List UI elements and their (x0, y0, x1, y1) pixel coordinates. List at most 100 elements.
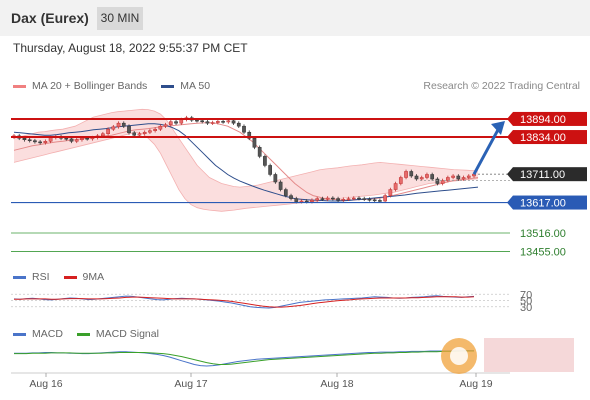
bollinger-band-area (14, 109, 478, 212)
legend-ma20: MA 20 + Bollinger Bands (13, 80, 147, 92)
candle-body (210, 122, 215, 124)
level-tag-current (513, 167, 587, 182)
forecast-arrow-head (491, 120, 505, 135)
candle-body (362, 198, 367, 200)
candle-body (357, 197, 361, 200)
legend-ma50-swatch (161, 84, 175, 88)
legend-macd-label: MACD (32, 328, 63, 340)
level-tag-pointer (507, 111, 513, 126)
forecast-arrow-shaft (472, 127, 501, 175)
candle-body (142, 131, 147, 134)
candle-body (299, 200, 304, 203)
legend-macd-signal-swatch (76, 332, 90, 336)
level-label-resistance: 13834.00 (520, 132, 566, 144)
candle-body (200, 120, 205, 122)
candle-body (278, 181, 283, 190)
macd-signal-line (14, 350, 474, 365)
legend-macd: MACD (13, 328, 63, 340)
chart-datetime: Thursday, August 18, 2022 9:55:37 PM CET (13, 41, 248, 55)
level-label-target: 13455.00 (520, 246, 566, 258)
candle-body (33, 140, 37, 143)
legend-rsi: RSI (13, 271, 50, 283)
legend-rsi-swatch (13, 275, 26, 279)
candle-body (121, 122, 126, 127)
candle-body (132, 132, 137, 136)
candle-body (372, 199, 377, 202)
candle-body (221, 121, 225, 123)
chart-header: Dax (Eurex) 30 MIN (0, 0, 590, 36)
candle-body (247, 131, 252, 139)
candle-body (451, 175, 455, 178)
cngold-watermark-logo (441, 338, 574, 374)
x-axis-tick-label: Aug 17 (174, 378, 207, 390)
candle-body (22, 138, 27, 141)
candle-body (158, 125, 163, 130)
candle-body (378, 200, 382, 202)
candle-body (446, 177, 450, 181)
candle-body (331, 197, 335, 200)
candle-body (273, 174, 278, 183)
candle-body (179, 119, 184, 124)
candle-body (435, 178, 440, 184)
rsi-legend: RSI 9MA (13, 271, 118, 283)
candle-body (38, 141, 42, 144)
candle-body (236, 122, 241, 127)
bollinger-lower-line (13, 131, 479, 212)
candle-body (127, 125, 131, 134)
candle-body (111, 126, 116, 130)
candle-body (414, 175, 419, 180)
candle-body (268, 165, 272, 175)
candle-body (101, 133, 105, 137)
candle-body (205, 121, 210, 124)
legend-macd-signal-label: MACD Signal (95, 328, 159, 340)
candle-body (430, 174, 435, 180)
candle-body (294, 198, 299, 202)
level-label-target: 13516.00 (520, 228, 566, 240)
candle-body (242, 125, 246, 133)
ma50-line (13, 123, 479, 202)
candle-body (148, 130, 152, 133)
rsi-level-label: 50 (520, 296, 532, 308)
candle-body (27, 139, 32, 142)
candle-body (80, 138, 84, 141)
candle-body (231, 120, 236, 124)
candle-body (425, 174, 429, 178)
timeframe-badge[interactable]: 30 MIN (97, 7, 143, 30)
candle-body (419, 177, 424, 180)
candle-body (351, 197, 356, 200)
legend-ma20-swatch (13, 84, 26, 88)
candle-body (168, 121, 173, 125)
x-axis-tick-label: Aug 16 (29, 378, 62, 390)
legend-ma50-label: MA 50 (180, 80, 211, 92)
legend-ma20-label: MA 20 + Bollinger Bands (32, 80, 148, 92)
instrument-title: Dax (Eurex) (11, 10, 89, 26)
candle-body (341, 198, 346, 201)
candle-body (43, 141, 48, 144)
legend-9ma-swatch (63, 275, 77, 279)
rsi-level-label: 30 (520, 302, 532, 314)
candle-body (310, 199, 314, 202)
candle-body (64, 138, 69, 140)
legend-9ma-label: 9MA (82, 271, 105, 283)
level-tag-resistance (513, 130, 587, 145)
level-tag-resistance (513, 111, 587, 126)
candle-body (404, 171, 408, 178)
candle-body (320, 198, 325, 200)
candle-body (336, 198, 340, 201)
level-tag-pointer (507, 195, 513, 210)
candle-body (440, 180, 445, 184)
candle-body (461, 177, 466, 180)
x-axis-tick-label: Aug 18 (320, 378, 353, 390)
candle-body (383, 195, 387, 202)
candle-body (315, 198, 320, 201)
candle-body (257, 147, 262, 157)
candle-body (226, 120, 231, 123)
candle-body (398, 177, 403, 184)
candle-body (137, 133, 142, 136)
rsi-level-label: 70 (520, 289, 532, 301)
candle-body (85, 138, 90, 140)
candle-body (48, 137, 53, 142)
main-legend: MA 20 + Bollinger Bands MA 50 (13, 80, 224, 92)
level-label-support: 13617.00 (520, 198, 566, 210)
candle-body (393, 183, 398, 190)
